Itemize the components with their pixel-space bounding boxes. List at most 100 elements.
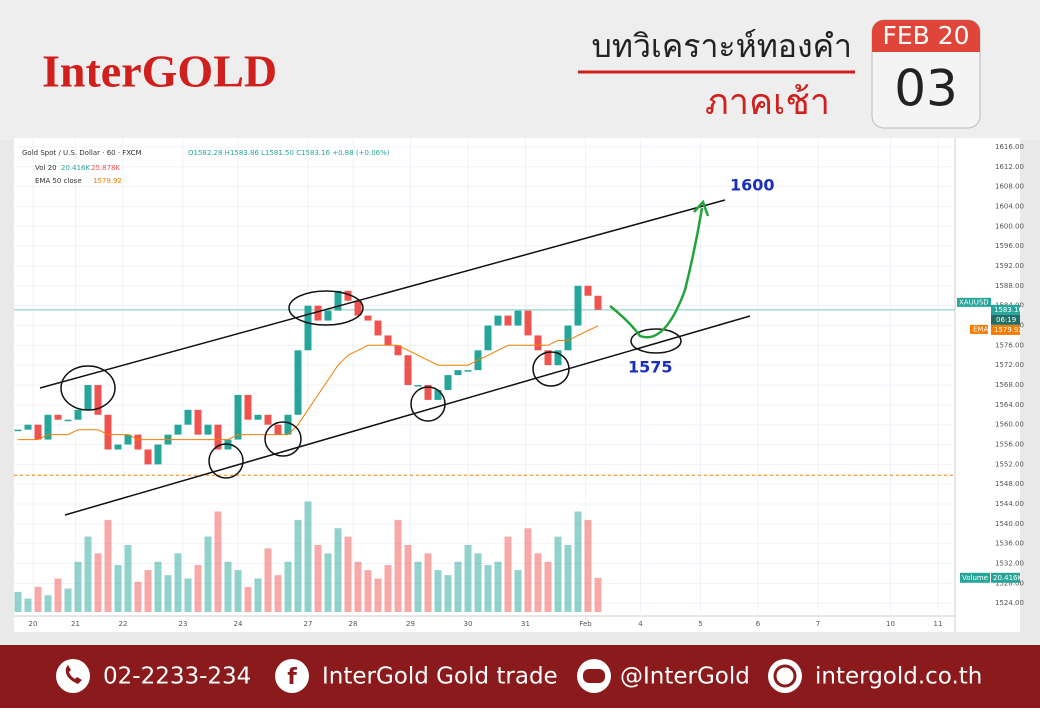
volume-bar: [364, 570, 372, 612]
x-tick-label: 28: [349, 620, 358, 628]
candle: [324, 310, 332, 321]
candle: [114, 444, 122, 450]
subtitle: ภาคเช้า: [705, 82, 830, 123]
candle: [384, 335, 392, 346]
volume-bar: [304, 501, 312, 612]
x-tick-label: 21: [71, 620, 80, 628]
annotations: 1600 1575: [39, 176, 775, 516]
calendar-month: FEB 20: [882, 21, 969, 50]
volume-value-text: 20.416K: [993, 574, 1022, 582]
volume-value-tag: [991, 572, 1020, 583]
x-tick-label: 7: [816, 620, 820, 628]
candle: [84, 385, 92, 410]
volume-bar: [384, 565, 392, 612]
candle: [594, 295, 602, 310]
volume-bars: [14, 501, 602, 612]
facebook: InterGold Gold trade: [322, 664, 558, 690]
candle: [44, 414, 52, 440]
volume-bar: [564, 545, 572, 612]
circle: [60, 365, 116, 411]
line-id: @InterGold: [620, 664, 750, 690]
y-tick-label: 1604.00: [995, 202, 1024, 210]
volume-bar: [314, 545, 322, 612]
y-tick-label: 1540.00: [995, 520, 1024, 528]
ema-tag: [970, 324, 988, 334]
volume-legend-name: Vol 20: [35, 164, 57, 172]
candle: [394, 345, 402, 356]
y-tick-label: 1616.00: [995, 143, 1024, 151]
volume-bar: [344, 536, 352, 612]
phone: 02-2233-234: [103, 664, 251, 690]
candle: [364, 315, 372, 321]
volume-bar: [44, 595, 52, 612]
y-tick-label: 1572.00: [995, 361, 1024, 369]
circle: [264, 421, 302, 457]
candle: [254, 414, 262, 420]
volume-bar: [54, 578, 62, 612]
candle: [24, 424, 32, 430]
x-tick-label: 20: [29, 620, 38, 628]
volume-bar: [244, 586, 252, 612]
volume-bar: [34, 586, 42, 612]
phone-glyph: [65, 665, 82, 684]
x-tick-label: 24: [234, 620, 243, 628]
volume-bar: [224, 561, 232, 612]
calendar-day: 03: [894, 60, 958, 118]
volume-bar: [64, 588, 72, 612]
volume-legend-average: 25.878K: [91, 164, 120, 172]
volume-bar: [334, 528, 342, 612]
ema-value-text: 1579.92: [994, 326, 1023, 334]
volume-bar: [374, 578, 382, 612]
volume-bar: [294, 519, 302, 612]
title: บทวิเคราะห์ทองคำ: [592, 27, 852, 65]
x-tick-label: 31: [521, 620, 530, 628]
symbol-title: Gold Spot / U.S. Dollar · 60 · FXCM: [22, 149, 142, 157]
last-price-text: 1583.16: [994, 306, 1023, 314]
y-tick-label: 1608.00: [995, 183, 1024, 191]
volume-bar: [74, 561, 82, 612]
y-tick-label: 1548.00: [995, 480, 1024, 488]
volume-bar: [104, 519, 112, 612]
x-tick-label: 11: [934, 620, 943, 628]
y-tick-label: 1600.00: [995, 222, 1024, 230]
web-glyph: [773, 664, 797, 688]
x-tick-label: 29: [406, 620, 415, 628]
volume-bar: [544, 561, 552, 612]
volume-bar: [264, 548, 272, 612]
candle: [284, 414, 292, 435]
candle: [214, 424, 222, 450]
y-tick-label: 1560.00: [995, 421, 1024, 429]
volume-bar: [414, 561, 422, 612]
volume-bar: [114, 565, 122, 612]
candle: [524, 310, 532, 336]
candle: [154, 444, 162, 465]
last-price-tag: [991, 304, 1020, 315]
candle: [414, 385, 422, 387]
candle: [584, 285, 592, 296]
volume-bar: [554, 536, 562, 612]
candle: [304, 305, 312, 351]
candle: [344, 290, 352, 301]
volume-bar: [324, 553, 332, 612]
x-tick-label: 30: [464, 620, 473, 628]
volume-tag-text: Volume: [962, 574, 988, 582]
brand: InterGOLD: [42, 46, 277, 97]
volume-bar: [524, 528, 532, 612]
ema-legend-name: EMA 50 close: [35, 177, 82, 185]
x-tick-label: 22: [119, 620, 128, 628]
legend: Gold Spot / U.S. Dollar · 60 · FXCM O158…: [22, 149, 390, 185]
volume-bar: [214, 511, 222, 612]
volume-bar: [534, 553, 542, 612]
candles: [14, 285, 602, 465]
y-tick-label: 1544.00: [995, 500, 1024, 508]
x-tick-label: 5: [698, 620, 702, 628]
candle: [564, 325, 572, 351]
circle: [532, 351, 570, 387]
ema-value-tag: [991, 324, 1020, 335]
y-tick-label: 1564.00: [995, 401, 1024, 409]
facebook-icon: [275, 659, 309, 693]
forecast-arrow: [609, 207, 704, 339]
volume-bar: [394, 519, 402, 612]
candle: [244, 394, 252, 420]
